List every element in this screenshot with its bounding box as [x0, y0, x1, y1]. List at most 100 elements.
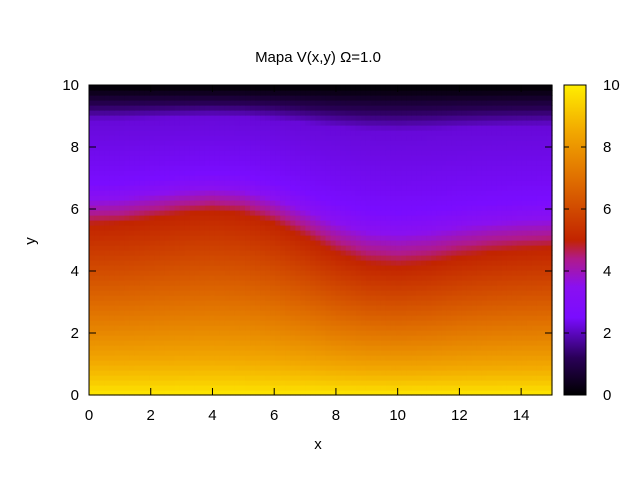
heatmap-cell [375, 155, 382, 161]
heatmap-cell [94, 325, 100, 331]
heatmap-cell [451, 295, 457, 301]
heatmap-cell [164, 175, 171, 181]
heatmap-cell [159, 155, 166, 161]
heatmap-cell [421, 285, 427, 291]
heatmap-cell [446, 180, 452, 186]
heatmap-cell [436, 225, 442, 231]
heatmap-cell [380, 355, 387, 361]
heatmap-cell [491, 310, 498, 316]
heatmap-cell [134, 215, 140, 221]
heatmap-cell [441, 140, 447, 146]
heatmap-cell [199, 310, 206, 316]
heatmap-cell [270, 325, 276, 331]
heatmap-cell [245, 310, 251, 316]
heatmap-cell [134, 210, 140, 216]
heatmap-cell [119, 155, 125, 161]
heatmap-cell [119, 300, 125, 306]
heatmap-cell [89, 170, 95, 176]
heatmap-cell [491, 210, 498, 216]
heatmap-cell [194, 200, 201, 206]
heatmap-cell [149, 245, 156, 251]
heatmap-cell [375, 310, 382, 316]
heatmap-cell [325, 280, 332, 286]
heatmap-cell [325, 240, 332, 246]
heatmap-cell [239, 240, 246, 246]
heatmap-cell [536, 370, 543, 376]
heatmap-cell [516, 290, 523, 296]
heatmap-cell [345, 345, 352, 351]
heatmap-cell [209, 290, 216, 296]
heatmap-cell [511, 340, 518, 346]
heatmap-cell [199, 160, 206, 166]
heatmap-cell [119, 220, 125, 226]
heatmap-cell [335, 240, 342, 246]
heatmap-cell [511, 305, 518, 311]
heatmap-cell [169, 345, 176, 351]
heatmap-cell [466, 255, 473, 261]
heatmap-cell [486, 165, 493, 171]
heatmap-cell [315, 340, 322, 346]
heatmap-cell [471, 155, 478, 161]
heatmap-cell [536, 130, 543, 136]
heatmap-cell [199, 360, 206, 366]
heatmap-cell [401, 155, 407, 161]
heatmap-cell [325, 390, 332, 396]
heatmap-cell [194, 220, 201, 226]
heatmap-cell [345, 370, 352, 376]
heatmap-cell [406, 300, 412, 306]
heatmap-cell [385, 300, 392, 306]
heatmap-cell [335, 355, 342, 361]
heatmap-cell [134, 320, 140, 326]
heatmap-cell [159, 240, 166, 246]
heatmap-cell [370, 220, 377, 226]
heatmap-cell [234, 240, 241, 246]
heatmap-cell [154, 235, 161, 241]
heatmap-cell [285, 375, 291, 381]
heatmap-cell [179, 370, 186, 376]
heatmap-cell [431, 290, 437, 296]
heatmap-cell [471, 175, 478, 181]
heatmap-cell [184, 245, 191, 251]
heatmap-cell [305, 350, 312, 356]
heatmap-cell [416, 130, 422, 136]
heatmap-cell [270, 145, 276, 151]
heatmap-cell [365, 170, 372, 176]
heatmap-cell [325, 140, 332, 146]
heatmap-cell [149, 265, 156, 271]
heatmap-cell [189, 345, 196, 351]
heatmap-cell [466, 295, 473, 301]
heatmap-cell [456, 325, 463, 331]
heatmap-cell [280, 170, 286, 176]
heatmap-cell [536, 240, 543, 246]
heatmap-cell [471, 150, 478, 156]
heatmap-cell [315, 150, 322, 156]
heatmap-cell [496, 140, 503, 146]
heatmap-cell [536, 285, 543, 291]
heatmap-cell [531, 300, 538, 306]
heatmap-cell [219, 320, 226, 326]
heatmap-cell [380, 290, 387, 296]
heatmap-cell [164, 300, 171, 306]
heatmap-cell [104, 325, 110, 331]
heatmap-cell [330, 195, 337, 201]
heatmap-cell [350, 360, 357, 366]
heatmap-cell [164, 325, 171, 331]
heatmap-cell [169, 235, 176, 241]
heatmap-cell [426, 330, 432, 336]
heatmap-cell [385, 185, 392, 191]
heatmap-cell [481, 140, 488, 146]
heatmap-cell [370, 385, 377, 391]
heatmap-cell [270, 180, 276, 186]
heatmap-cell [270, 195, 276, 201]
heatmap-cell [204, 375, 211, 381]
heatmap-cell [345, 365, 352, 371]
heatmap-cell [149, 175, 156, 181]
heatmap-cell [401, 350, 407, 356]
heatmap-cell [521, 300, 528, 306]
heatmap-cell [526, 285, 533, 291]
heatmap-cell [300, 330, 306, 336]
heatmap-cell [159, 335, 166, 341]
heatmap-cell [446, 165, 452, 171]
heatmap-cell [350, 310, 357, 316]
heatmap-cell [546, 345, 553, 351]
